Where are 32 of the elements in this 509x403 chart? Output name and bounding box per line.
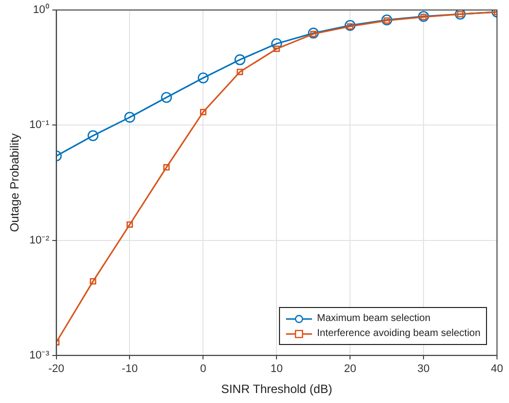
point	[198, 72, 209, 84]
point	[418, 10, 429, 22]
point	[126, 221, 133, 228]
legend-label: Interference avoiding beam selection	[317, 328, 480, 340]
point	[344, 20, 356, 31]
x-tick-label: -20	[48, 363, 64, 376]
point	[200, 108, 206, 116]
point	[124, 112, 136, 123]
x-tick-label: 20	[344, 363, 356, 376]
point	[234, 54, 246, 66]
x-axis-title: SINR Threshold (dB)	[221, 382, 332, 396]
point	[163, 164, 170, 171]
y-tick-label: 10⁰	[33, 3, 50, 16]
y-tick-label: 10⁻²	[29, 234, 50, 246]
point	[308, 28, 319, 39]
y-axis-title: Outage Probability	[8, 133, 22, 232]
x-tick-label: 40	[490, 363, 504, 376]
point	[273, 46, 280, 52]
point	[90, 278, 96, 285]
point	[454, 10, 466, 20]
y-tick-label: 10⁻¹	[29, 119, 50, 132]
x-tick-label: 0	[200, 363, 206, 376]
point	[381, 14, 392, 26]
y-tick-label: 10⁻³	[29, 349, 50, 362]
x-tick-label: 30	[417, 363, 430, 376]
point	[161, 92, 172, 103]
point	[88, 130, 98, 142]
point	[236, 68, 244, 76]
point	[271, 38, 282, 50]
legend-label: Maximum beam selection	[317, 313, 430, 324]
x-tick-label: -10	[122, 363, 138, 376]
x-tick-label: 10	[270, 363, 283, 376]
